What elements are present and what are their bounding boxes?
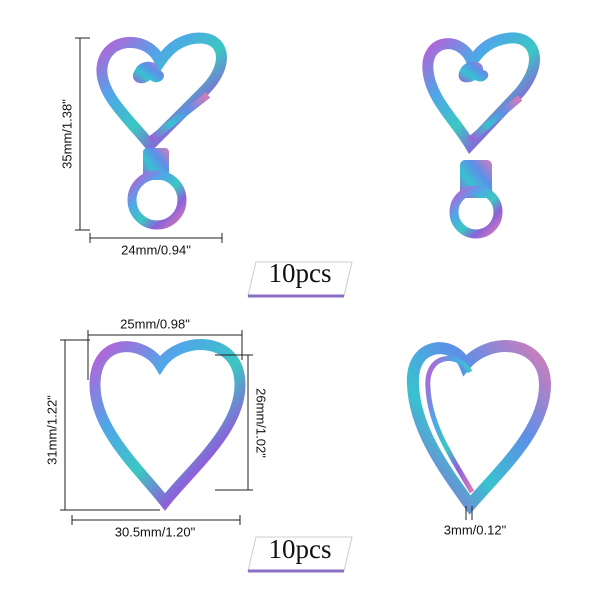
dimension-label: 26mm/1.02" (254, 388, 269, 458)
dimension: 25mm/0.98" 26mm/1.02" 31mm/1.22" 30.5mm/… (44, 316, 268, 539)
dimension-label: 3mm/0.12" (444, 522, 507, 537)
dimension-label: 31mm/1.22" (44, 395, 59, 465)
quantity-label: 10pcs (269, 258, 332, 288)
quantity-label: 10pcs (269, 534, 332, 564)
dimension-label: 24mm/0.94" (121, 242, 191, 257)
dimension: 35mm/1.38" 24mm/0.94" (59, 37, 223, 257)
dimension-label: 30.5mm/1.20" (115, 524, 196, 539)
dimension-label: 35mm/1.38" (59, 99, 74, 169)
quantity-badge: 10pcs (247, 258, 353, 298)
clasp-image (96, 32, 227, 230)
dimension-label: 25mm/0.98" (120, 316, 190, 331)
dimension: 3mm/0.12" (444, 506, 507, 537)
ring-image (89, 339, 246, 511)
quantity-badge: 10pcs (247, 534, 353, 573)
clasp-image (422, 32, 540, 239)
ring-image (406, 340, 552, 515)
